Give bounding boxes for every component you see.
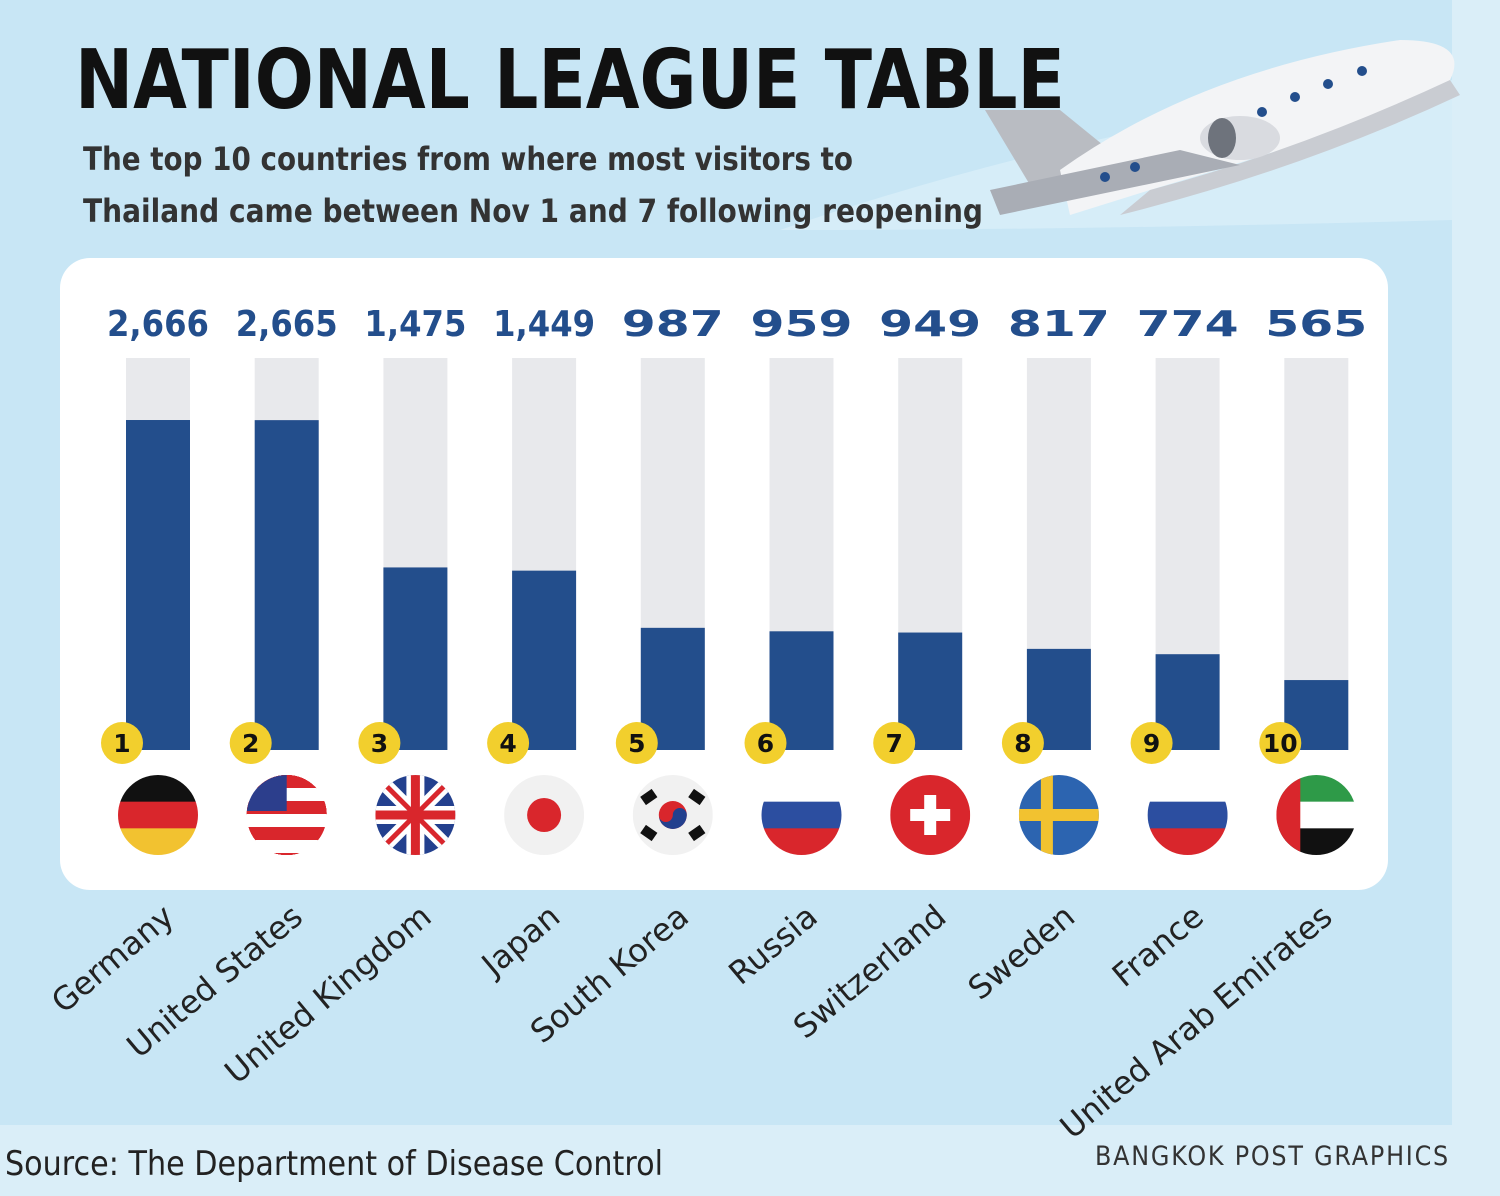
flag [1018,775,1099,855]
rank-badge [1130,722,1173,764]
rank-label: 4 [499,729,516,758]
bar [383,567,448,750]
flag [1276,775,1357,855]
rank-badge [1259,722,1302,764]
value-label: 2,666 [107,304,209,345]
rank-badge [229,722,272,764]
rank-badge [1001,722,1044,764]
flag [504,775,585,855]
flag [118,775,198,855]
rank-label: 9 [1143,729,1160,758]
rank-badge [615,722,658,764]
flag-part [246,814,327,828]
flag [761,775,842,855]
rank-badge [101,722,143,764]
rank-badge [358,722,401,764]
rank-badge [744,722,787,764]
value-label: 774 [1137,304,1239,345]
flag-part [910,795,951,835]
rank-label: 8 [1014,729,1031,758]
value-label: 817 [1008,304,1110,345]
flag-part [527,798,562,832]
rank-label: 6 [757,729,774,758]
flag-part [246,827,327,841]
flag [890,775,971,855]
chart-title: NATIONAL LEAGUE TABLE [75,33,1065,128]
value-label: 2,665 [236,304,338,345]
rank-label: 2 [242,729,259,758]
bar [254,420,319,750]
rank-label: 1 [113,729,130,758]
rank-label: 10 [1263,729,1298,758]
flag-part [688,788,706,806]
credit: BANGKOK POST GRAPHICS [1095,1141,1450,1172]
flag [632,775,713,855]
flag-part [118,801,198,829]
value-label: 987 [622,304,724,345]
bar [512,570,577,750]
bar [126,420,190,750]
flag-part [640,788,658,806]
flag-part [1018,809,1099,821]
airplane [780,40,1460,230]
value-label: 565 [1265,304,1367,345]
flag-part [640,824,658,842]
rank-label: 7 [885,729,902,758]
flag-part [246,853,327,855]
flag-part [375,775,456,855]
value-label: 959 [751,304,853,345]
rank-badge [487,722,530,764]
flag [375,775,456,855]
value-label: 1,475 [364,304,466,345]
chart-subtitle: The top 10 countries from where most vis… [83,140,853,178]
rank-badge [873,722,916,764]
flag [1147,775,1228,855]
value-label: 1,449 [493,304,595,345]
chart-subtitle: Thailand came between Nov 1 and 7 follow… [83,192,983,230]
rank-label: 3 [371,729,388,758]
flag-part [1040,775,1053,855]
value-label: 949 [879,304,981,345]
flag-part [761,801,842,829]
flag-part [688,824,706,842]
flag-part [1147,801,1228,829]
flag [246,775,327,855]
flag-part [658,808,687,829]
rank-label: 5 [628,729,645,758]
source-note: Source: The Department of Disease Contro… [5,1144,663,1184]
